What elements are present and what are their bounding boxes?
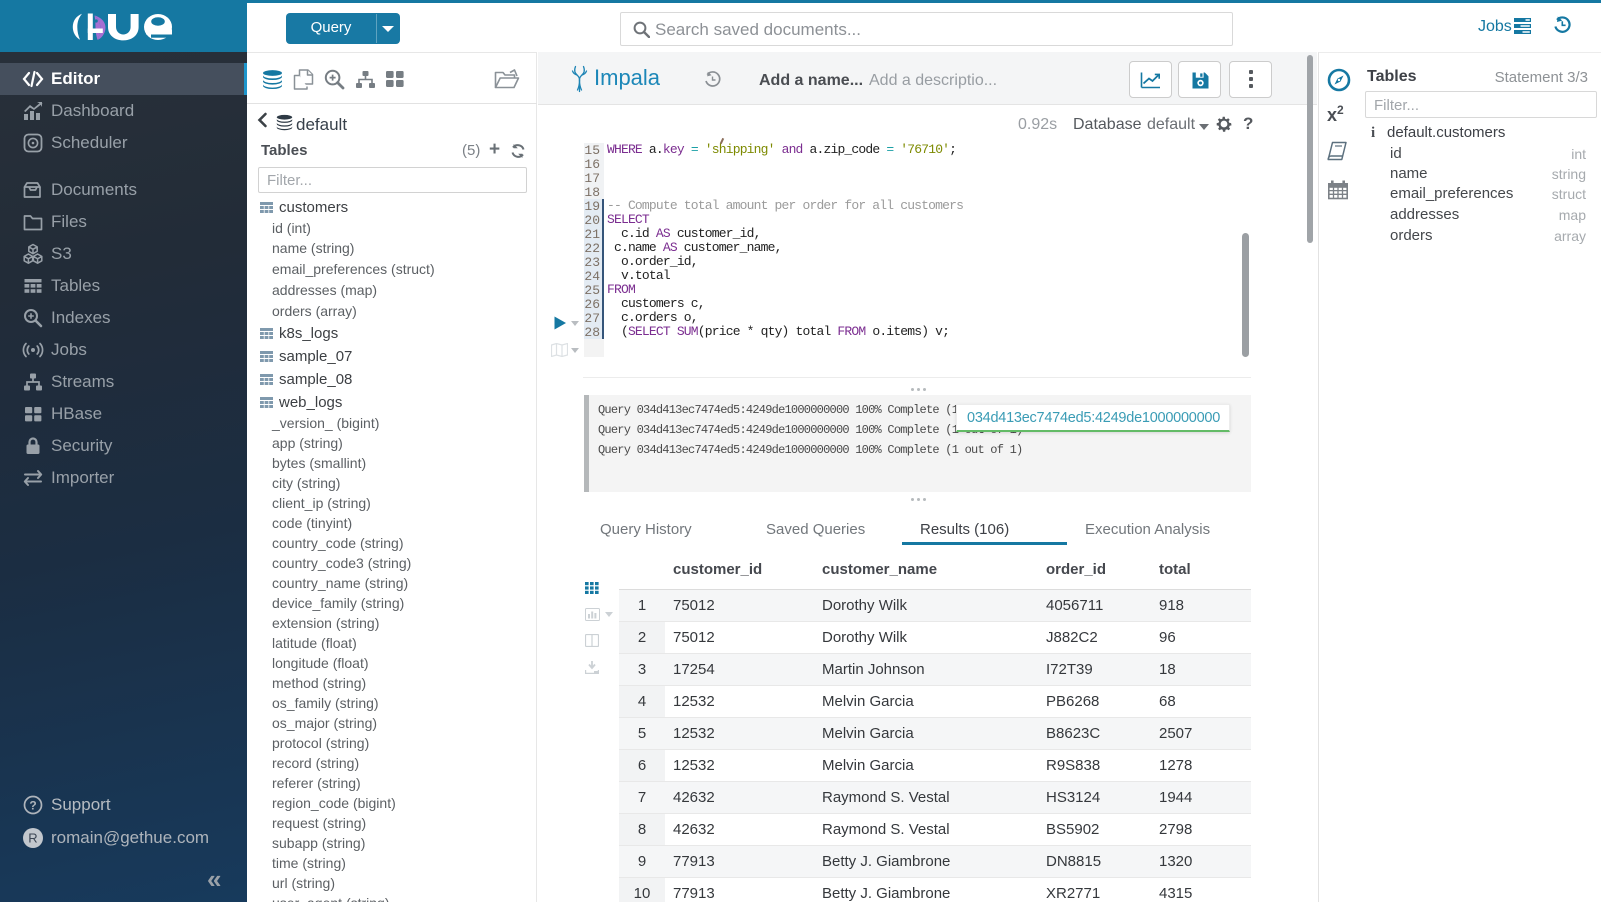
svg-text:R: R xyxy=(28,831,37,846)
svg-text:?: ? xyxy=(29,799,36,813)
